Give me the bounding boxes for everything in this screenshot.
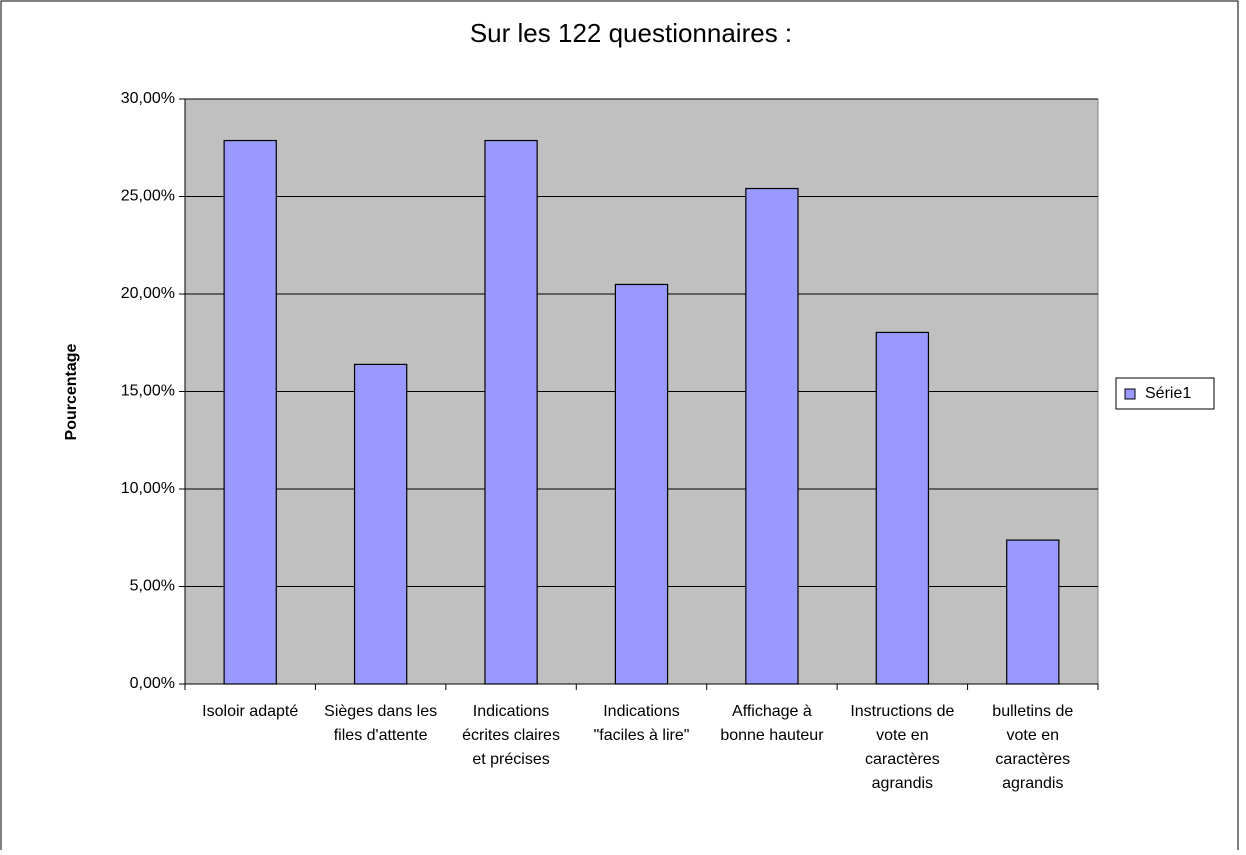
legend-label: Série1 <box>1145 385 1191 402</box>
x-tick-label-box: Sièges dans les files d'attente <box>324 703 438 744</box>
x-tick-label-box: Isoloir adapté <box>202 703 299 720</box>
y-axis-label: Pourcentage <box>63 343 80 440</box>
legend-swatch <box>1124 388 1136 400</box>
y-tick-label: 15,00% <box>121 383 175 400</box>
bar <box>484 139 538 685</box>
y-tick-label: 0,00% <box>130 675 175 692</box>
bar <box>614 283 669 685</box>
x-tick-label: Sièges dans les files d'attente <box>324 703 438 744</box>
x-tick-label-box: Affichage à bonne hauteur <box>720 703 824 744</box>
x-tick-label-box: Instructions de vote en caractères agran… <box>850 703 955 792</box>
x-tick-label-box: Indications "faciles à lire" <box>593 703 690 744</box>
x-tick-label-box: bulletins de vote en caractères agrandis <box>992 703 1074 792</box>
x-tick-label: Affichage à bonne hauteur <box>720 703 824 744</box>
bar <box>1006 539 1060 685</box>
bar <box>353 363 408 685</box>
y-tick-label: 20,00% <box>121 285 175 302</box>
y-tick-label: 25,00% <box>121 188 175 205</box>
y-tick-label: 10,00% <box>121 480 175 497</box>
y-tick-label: 5,00% <box>130 578 175 595</box>
x-tick-label: Isoloir adapté <box>202 703 299 720</box>
x-tick-label: Instructions de vote en caractères agran… <box>850 703 955 792</box>
x-tick-label: bulletins de vote en caractères agrandis <box>992 703 1074 792</box>
x-tick-label: Indications écrites claires et précises <box>462 703 560 768</box>
bar <box>223 139 277 685</box>
bar <box>745 187 799 685</box>
x-tick-label: Indications "faciles à lire" <box>593 703 690 744</box>
x-tick-label-box: Indications écrites claires et précises <box>462 703 560 768</box>
y-tick-label: 30,00% <box>121 90 175 107</box>
chart-title: Sur les 122 questionnaires : <box>470 18 792 48</box>
bar <box>875 331 930 685</box>
